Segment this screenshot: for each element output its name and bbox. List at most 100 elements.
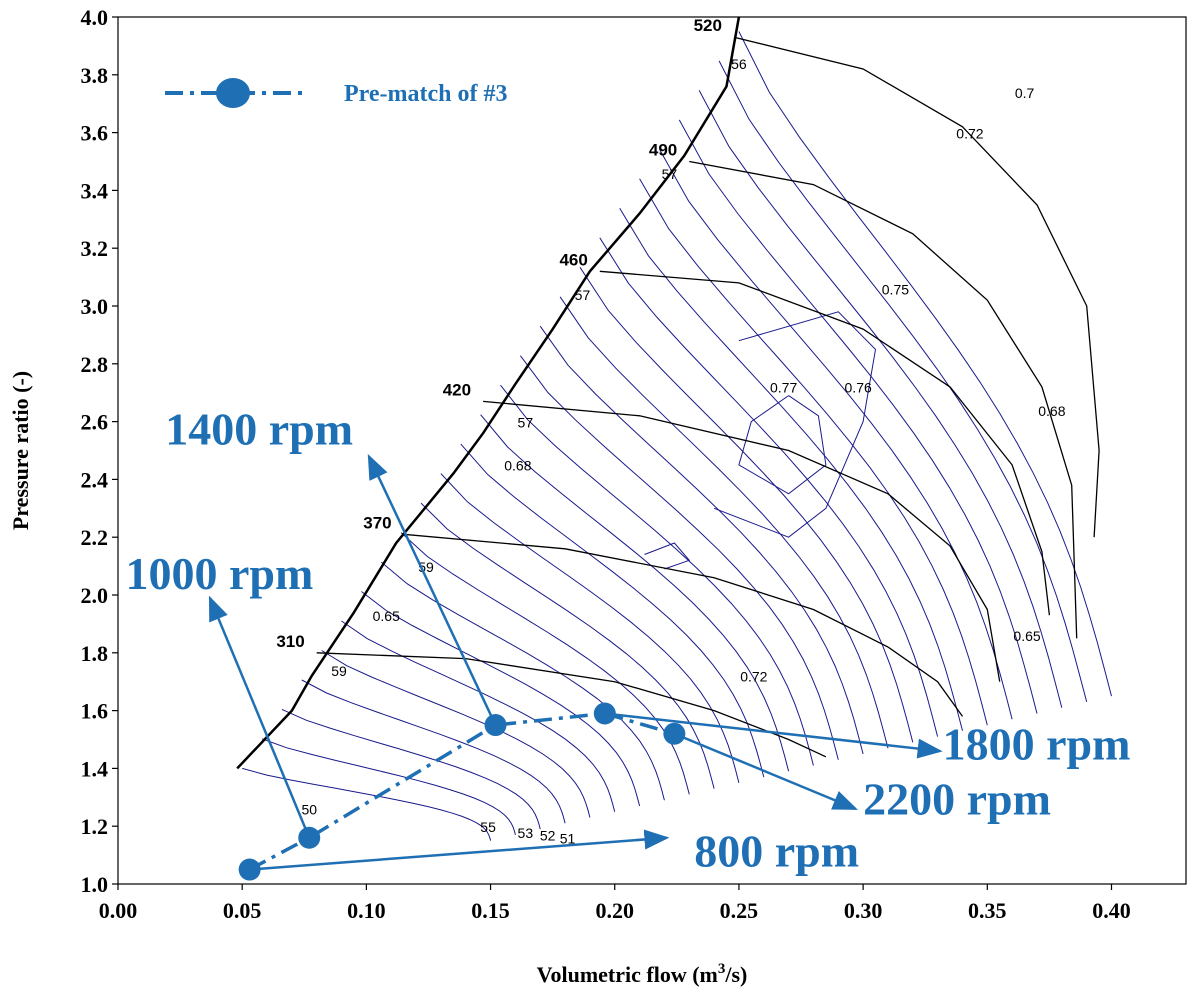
efficiency-contour xyxy=(579,267,914,743)
y-axis-ticks: 1.0 1.2 1.4 1.6 1.8 2.0 2.2 2.4 2.6 2.8 3.0 3.2 3.4 3… xyxy=(81,5,118,897)
efficiency-label: 0.65 xyxy=(373,608,400,624)
x-axis-title: Volumetric flow (m3/s) xyxy=(537,961,748,987)
efficiency-label: 0.76 xyxy=(845,380,872,396)
x-tick-label: 0.00 xyxy=(99,898,138,923)
x-tick-label: 0.10 xyxy=(347,898,386,923)
efficiency-label: 59 xyxy=(331,663,347,679)
efficiency-contour xyxy=(500,384,814,766)
annotation-label: 1000 rpm xyxy=(125,548,313,599)
efficiency-contour xyxy=(738,31,1112,697)
efficiency-label: 53 xyxy=(518,825,534,841)
annotation-arrow xyxy=(208,595,311,839)
efficiency-contour xyxy=(242,767,492,841)
efficiency-label: 0.72 xyxy=(740,669,767,685)
x-tick-label: 0.25 xyxy=(720,898,759,923)
y-tick-label: 3.2 xyxy=(81,236,109,261)
efficiency-label: 0.65 xyxy=(1013,628,1040,644)
y-tick-label: 3.4 xyxy=(81,178,109,203)
speed-line xyxy=(403,533,964,717)
efficiency-island xyxy=(738,395,827,495)
x-tick-label: 0.20 xyxy=(595,898,634,923)
annotation-label: 800 rpm xyxy=(694,826,859,877)
speed-line xyxy=(316,652,827,758)
y-tick-label: 4.0 xyxy=(81,5,109,30)
speed-line-label: 310 xyxy=(276,632,304,651)
efficiency-contour-lines xyxy=(242,31,1112,841)
efficiency-label: 57 xyxy=(518,414,534,430)
efficiency-contour xyxy=(281,708,541,830)
speed-line-label: 520 xyxy=(694,16,722,35)
y-tick-label: 1.6 xyxy=(81,699,109,724)
efficiency-label: 57 xyxy=(575,287,591,303)
efficiency-contour xyxy=(480,414,790,772)
surge-line-path xyxy=(236,16,741,770)
efficiency-label: 57 xyxy=(662,166,678,182)
annotation-arrow xyxy=(604,712,943,759)
x-axis-ticks: 0.00 0.05 0.10 0.15 0.20 0.25 0.30 0.35 0.40 xyxy=(99,884,1131,923)
efficiency-island xyxy=(713,311,877,538)
efficiency-label: 0.75 xyxy=(882,281,909,297)
y-tick-label: 1.2 xyxy=(81,814,109,839)
speed-line-label: 460 xyxy=(559,250,587,269)
x-tick-label: 0.15 xyxy=(471,898,510,923)
series-line xyxy=(248,711,675,872)
y-tick-label: 2.6 xyxy=(81,410,109,435)
efficiency-label: 51 xyxy=(560,831,576,847)
y-axis-title: Pressure ratio (-) xyxy=(8,371,33,530)
efficiency-label: 56 xyxy=(731,56,747,72)
efficiency-contour xyxy=(361,591,641,807)
efficiency-contour xyxy=(440,473,740,784)
efficiency-label: 0.68 xyxy=(504,458,531,474)
efficiency-contour xyxy=(420,502,715,789)
efficiency-label: 0.68 xyxy=(1038,403,1065,419)
x-tick-label: 0.35 xyxy=(968,898,1007,923)
efficiency-label: 55 xyxy=(480,819,496,835)
efficiency-contour xyxy=(698,90,1063,708)
annotation-label: 1400 rpm xyxy=(165,404,353,455)
legend-label: Pre-match of #3 xyxy=(344,81,508,107)
y-tick-label: 3.0 xyxy=(81,294,109,319)
annotation-arrow xyxy=(367,454,497,726)
speed-lines: 310 370 420 460 490 520 xyxy=(276,16,1100,758)
legend-marker xyxy=(216,78,250,108)
efficiency-contour xyxy=(460,443,765,778)
efficiency-label: 0.77 xyxy=(770,380,797,396)
speed-line xyxy=(599,270,1051,616)
y-tick-label: 2.8 xyxy=(81,352,109,377)
efficiency-label: 52 xyxy=(540,828,556,844)
efficiency-label: 0.7 xyxy=(1015,85,1035,101)
efficiency-contour xyxy=(261,738,516,836)
efficiency-contour xyxy=(678,119,1038,714)
y-tick-label: 1.8 xyxy=(81,641,109,666)
surge-line xyxy=(236,16,741,770)
efficiency-contour xyxy=(301,679,566,824)
annotation-label: 2200 rpm xyxy=(863,774,1051,825)
efficiency-contour xyxy=(619,208,963,731)
speed-line-label: 490 xyxy=(649,141,677,160)
x-tick-label: 0.05 xyxy=(223,898,262,923)
y-tick-label: 3.8 xyxy=(81,63,109,88)
efficiency-contour xyxy=(659,149,1013,720)
y-tick-label: 1.0 xyxy=(81,872,109,897)
annotation-label: 1800 rpm xyxy=(943,719,1131,770)
efficiency-label: 50 xyxy=(301,802,317,818)
y-tick-label: 1.4 xyxy=(81,756,109,781)
speed-line xyxy=(689,160,1078,639)
speed-line xyxy=(733,36,1100,538)
annotation-arrow xyxy=(249,829,670,871)
efficiency-contour xyxy=(321,650,591,818)
speed-line-label: 420 xyxy=(443,380,471,399)
plot-frame xyxy=(117,16,1187,885)
y-tick-label: 2.4 xyxy=(81,467,109,492)
speed-line-label: 370 xyxy=(363,513,391,532)
y-tick-label: 2.0 xyxy=(81,583,109,608)
x-tick-label: 0.40 xyxy=(1092,898,1131,923)
efficiency-label: 0.72 xyxy=(956,125,983,141)
efficiency-contour xyxy=(718,60,1088,703)
efficiency-contour xyxy=(639,178,988,726)
x-tick-label: 0.30 xyxy=(844,898,883,923)
annotation-arrow xyxy=(673,732,858,811)
map-labels: 0.7 0.72 0.75 0.77 0.76 0.68 0.65 0.72 0.68 0.65 5… xyxy=(301,56,1065,847)
